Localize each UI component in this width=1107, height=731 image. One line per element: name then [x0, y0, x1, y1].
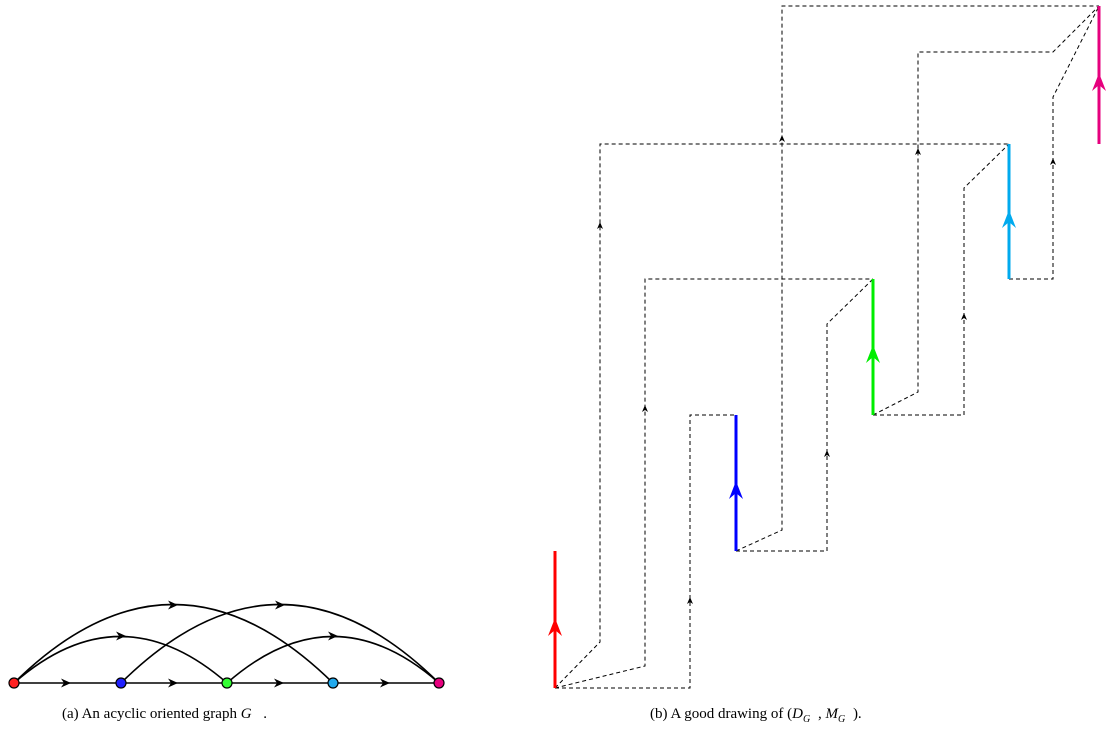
- graph-a: [13, 603, 440, 684]
- arrow-icon: [1050, 158, 1056, 165]
- caption-b-d-sub: G⃗: [802, 714, 818, 725]
- arrow-icon: [729, 481, 743, 499]
- arrow-icon: [116, 631, 126, 641]
- path-v1-v2: [555, 414, 736, 689]
- vertex-v4: [327, 677, 339, 689]
- arrow-icon: [548, 618, 562, 636]
- arrow-icon: [168, 600, 178, 610]
- path-v1-v4: [554, 143, 1009, 689]
- arrow-icon: [328, 631, 338, 641]
- edge-v1-v3: [13, 635, 228, 684]
- arrow-icon: [642, 405, 648, 412]
- arrow-icon: [168, 678, 178, 688]
- vertex-v2: [115, 677, 127, 689]
- figure: [8, 5, 1106, 689]
- graph-a-arrowheads: [61, 600, 390, 688]
- arrow-icon: [597, 222, 603, 229]
- arrow-icon: [1092, 73, 1106, 91]
- caption-b-m: M: [825, 706, 838, 722]
- path-v4-v5: [1009, 5, 1100, 280]
- caption-b-label: (b): [650, 706, 668, 722]
- path-v1-v3: [554, 278, 873, 689]
- vertex-v1: [8, 677, 20, 689]
- arrow-icon: [866, 345, 880, 363]
- arrow-icon: [275, 600, 285, 610]
- drawing-b-small-arrows: [597, 135, 1056, 604]
- arrow-icon: [274, 678, 284, 688]
- caption-a: (a) An acyclic oriented graph G⃗.: [62, 706, 267, 723]
- caption-a-label: (a): [62, 706, 79, 722]
- drawing-b-dashed-paths: [554, 5, 1100, 689]
- caption-b-text: A good drawing of: [670, 706, 784, 722]
- caption-a-symbol: G⃗: [240, 706, 264, 722]
- caption-b-open: (: [787, 706, 793, 722]
- caption-b: (b) A good drawing of (DG⃗, MG⃗).: [650, 706, 862, 725]
- caption-b-sep: ,: [817, 706, 826, 722]
- caption-a-end: .: [263, 706, 267, 722]
- arrow-icon: [380, 678, 390, 688]
- arrow-icon: [824, 450, 830, 457]
- caption-a-text: An acyclic oriented graph: [81, 706, 237, 722]
- arrow-icon: [61, 678, 71, 688]
- arrow-icon: [1002, 210, 1016, 228]
- edge-v1-v4: [13, 603, 334, 684]
- arrow-icon: [961, 313, 967, 320]
- path-v2-v3: [736, 278, 874, 552]
- arrow-icon: [687, 597, 693, 604]
- arrow-icon: [915, 148, 921, 155]
- edge-v3-v5: [226, 635, 440, 684]
- arrow-icon: [779, 135, 785, 142]
- path-v3-v4: [873, 143, 1010, 416]
- drawing-b-vertex-arrows: [548, 73, 1106, 636]
- caption-b-close: ).: [852, 706, 862, 722]
- vertex-v3: [221, 677, 233, 689]
- caption-b-m-sub: G⃗: [837, 714, 853, 725]
- vertex-v5: [433, 677, 445, 689]
- edge-v2-v5: [120, 603, 440, 684]
- graph-a-vertices: [8, 677, 445, 689]
- caption-b-d: D: [792, 706, 803, 722]
- path-v3-v5: [872, 5, 1100, 416]
